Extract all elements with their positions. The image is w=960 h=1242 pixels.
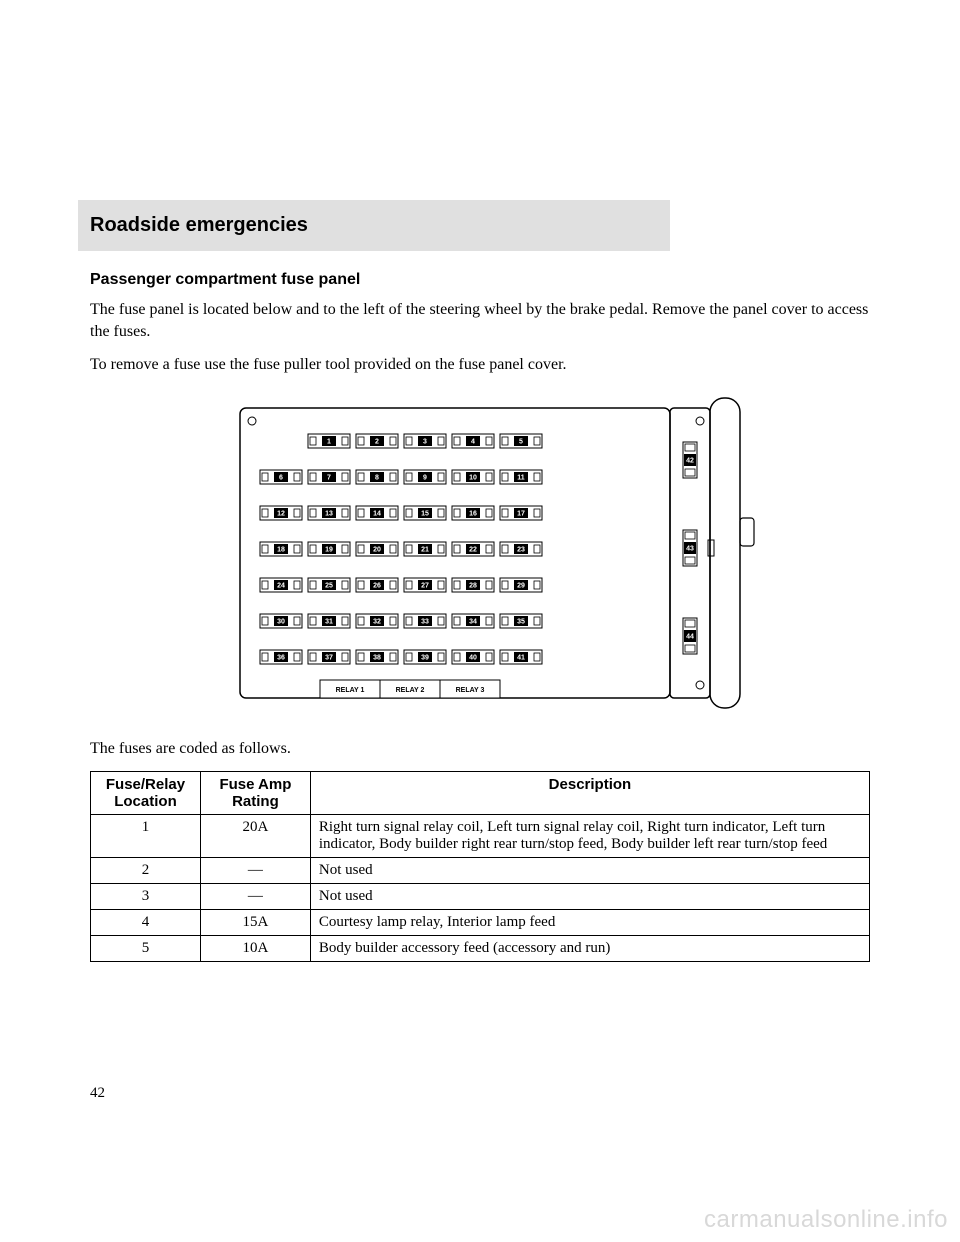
svg-text:24: 24 [277, 582, 285, 589]
svg-text:40: 40 [469, 654, 477, 661]
svg-text:26: 26 [373, 582, 381, 589]
svg-text:8: 8 [375, 474, 379, 481]
svg-text:21: 21 [421, 546, 429, 553]
svg-text:6: 6 [279, 474, 283, 481]
cell-description: Body builder accessory feed (accessory a… [310, 936, 869, 962]
page-number: 42 [90, 1085, 105, 1102]
svg-text:2: 2 [375, 438, 379, 445]
paragraph: The fuse panel is located below and to t… [90, 299, 870, 342]
svg-text:25: 25 [325, 582, 333, 589]
svg-text:28: 28 [469, 582, 477, 589]
svg-text:5: 5 [519, 438, 523, 445]
svg-text:41: 41 [517, 654, 525, 661]
table-row: 510ABody builder accessory feed (accesso… [91, 936, 870, 962]
watermark: carmanualsonline.info [704, 1206, 948, 1234]
fuse-panel-diagram: 1234567891011121314151617181920212223242… [90, 388, 870, 718]
cell-description: Not used [310, 884, 869, 910]
cell-description: Not used [310, 858, 869, 884]
svg-text:18: 18 [277, 546, 285, 553]
svg-text:29: 29 [517, 582, 525, 589]
svg-text:27: 27 [421, 582, 429, 589]
table-row: 3—Not used [91, 884, 870, 910]
svg-text:43: 43 [686, 545, 694, 552]
svg-text:12: 12 [277, 510, 285, 517]
svg-text:13: 13 [325, 510, 333, 517]
svg-text:RELAY 1: RELAY 1 [336, 687, 365, 694]
table-intro: The fuses are coded as follows. [90, 738, 870, 760]
col-header: Fuse Amp Rating [200, 772, 310, 815]
svg-text:10: 10 [469, 474, 477, 481]
svg-text:36: 36 [277, 654, 285, 661]
cell-rating: 20A [200, 815, 310, 858]
subheading: Passenger compartment fuse panel [90, 271, 870, 289]
svg-text:39: 39 [421, 654, 429, 661]
cell-description: Right turn signal relay coil, Left turn … [310, 815, 869, 858]
cell-location: 3 [91, 884, 201, 910]
svg-text:44: 44 [686, 633, 694, 640]
svg-text:14: 14 [373, 510, 381, 517]
svg-text:11: 11 [517, 474, 525, 481]
cell-rating: 10A [200, 936, 310, 962]
cell-location: 4 [91, 910, 201, 936]
svg-text:3: 3 [423, 438, 427, 445]
svg-text:38: 38 [373, 654, 381, 661]
svg-text:22: 22 [469, 546, 477, 553]
section-header: Roadside emergencies [78, 200, 670, 251]
svg-text:7: 7 [327, 474, 331, 481]
svg-text:1: 1 [327, 438, 331, 445]
svg-text:RELAY 3: RELAY 3 [456, 687, 485, 694]
svg-text:16: 16 [469, 510, 477, 517]
cell-location: 5 [91, 936, 201, 962]
svg-text:19: 19 [325, 546, 333, 553]
table-header-row: Fuse/Relay Location Fuse Amp Rating Desc… [91, 772, 870, 815]
section-title: Roadside emergencies [90, 214, 658, 237]
cell-rating: — [200, 884, 310, 910]
svg-text:9: 9 [423, 474, 427, 481]
svg-text:33: 33 [421, 618, 429, 625]
cell-location: 2 [91, 858, 201, 884]
svg-text:31: 31 [325, 618, 333, 625]
col-header: Description [310, 772, 869, 815]
cell-description: Courtesy lamp relay, Interior lamp feed [310, 910, 869, 936]
table-row: 120ARight turn signal relay coil, Left t… [91, 815, 870, 858]
svg-text:35: 35 [517, 618, 525, 625]
cell-rating: 15A [200, 910, 310, 936]
paragraph: To remove a fuse use the fuse puller too… [90, 354, 870, 376]
table-row: 2—Not used [91, 858, 870, 884]
svg-text:30: 30 [277, 618, 285, 625]
fuse-table: Fuse/Relay Location Fuse Amp Rating Desc… [90, 771, 870, 962]
col-header: Fuse/Relay Location [91, 772, 201, 815]
svg-text:RELAY 2: RELAY 2 [396, 687, 425, 694]
svg-text:42: 42 [686, 457, 694, 464]
svg-text:17: 17 [517, 510, 525, 517]
svg-text:34: 34 [469, 618, 477, 625]
cell-rating: — [200, 858, 310, 884]
svg-text:37: 37 [325, 654, 333, 661]
svg-text:15: 15 [421, 510, 429, 517]
svg-text:4: 4 [471, 438, 475, 445]
cell-location: 1 [91, 815, 201, 858]
svg-text:32: 32 [373, 618, 381, 625]
svg-text:23: 23 [517, 546, 525, 553]
table-row: 415ACourtesy lamp relay, Interior lamp f… [91, 910, 870, 936]
svg-text:20: 20 [373, 546, 381, 553]
